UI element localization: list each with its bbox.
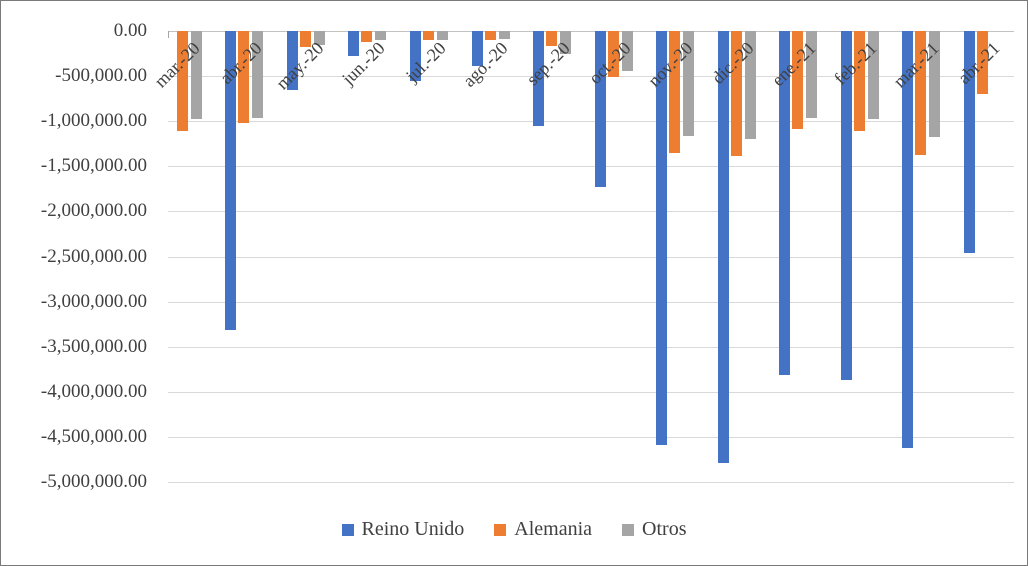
- legend-swatch-icon: [341, 523, 354, 536]
- bar-alemania-jul.-20: [422, 31, 434, 41]
- gridline: [168, 76, 1014, 78]
- gridline: [168, 482, 1014, 483]
- bar-reino-unido-jul.-20: [409, 31, 421, 81]
- bar-reino-unido-nov.-20: [656, 31, 668, 446]
- y-axis-label: -5,000,000.00: [40, 471, 147, 492]
- bar-alemania-oct.-20: [607, 31, 619, 77]
- gridline: [168, 391, 1014, 393]
- gridline: [168, 346, 1014, 348]
- y-axis-label: -3,500,000.00: [40, 335, 147, 357]
- y-axis-label: -2,000,000.00: [40, 200, 147, 222]
- bar-reino-unido-abr.-21: [963, 31, 975, 253]
- gridline: [168, 166, 1014, 168]
- legend-item-reino-unido: Reino Unido: [341, 518, 465, 541]
- bar-alemania-dic.-20: [730, 31, 742, 157]
- bar-otros-ene.-21: [806, 31, 818, 118]
- y-axis-label: -4,500,000.00: [40, 425, 147, 447]
- y-axis-label: -500,000.00: [55, 65, 147, 87]
- y-axis-label: -1,000,000.00: [40, 110, 147, 132]
- bar-alemania-mar.-20: [176, 31, 188, 132]
- bar-otros-sep.-20: [560, 31, 572, 55]
- bar-alemania-nov.-20: [669, 31, 681, 153]
- bar-alemania-abr.-20: [238, 31, 250, 123]
- bar-reino-unido-feb.-21: [840, 31, 852, 381]
- chart-legend: Reino Unido Alemania Otros: [1, 518, 1027, 541]
- category-label-ago.-20: ago.-20: [459, 38, 512, 91]
- y-axis-label: -1,500,000.00: [40, 155, 147, 177]
- gridline: [168, 256, 1014, 258]
- legend-label: Reino Unido: [361, 518, 465, 540]
- bar-otros-jul.-20: [436, 31, 448, 40]
- bar-otros-jun.-20: [375, 31, 387, 41]
- bar-reino-unido-ene.-21: [779, 31, 791, 375]
- legend-item-alemania: Alemania: [494, 518, 592, 541]
- bar-alemania-abr.-21: [976, 31, 988, 95]
- bar-reino-unido-dic.-20: [717, 31, 729, 464]
- y-axis-label: -4,000,000.00: [40, 380, 147, 402]
- bar-reino-unido-mar.-21: [902, 31, 914, 448]
- legend-label: Alemania: [514, 518, 593, 540]
- bar-otros-oct.-20: [621, 31, 633, 71]
- bar-otros-dic.-20: [744, 31, 756, 140]
- gridline: [168, 436, 1014, 438]
- legend-label: Otros: [642, 518, 687, 540]
- x-axis-zero-line: [168, 31, 1014, 32]
- axis-tick: [168, 31, 169, 38]
- gridline: [168, 211, 1014, 213]
- y-axis-label: -3,000,000.00: [40, 290, 147, 312]
- bar-alemania-sep.-20: [546, 31, 558, 47]
- bar-otros-ago.-20: [498, 31, 510, 40]
- bar-otros-mar.-21: [929, 31, 941, 138]
- category-label-jun.-20: jun.-20: [338, 38, 389, 89]
- gridline: [168, 301, 1014, 303]
- bar-reino-unido-jun.-20: [348, 31, 360, 57]
- bar-reino-unido-may.-20: [286, 31, 298, 90]
- legend-swatch-icon: [622, 523, 635, 536]
- bar-otros-feb.-21: [867, 31, 879, 120]
- bar-reino-unido-abr.-20: [225, 31, 237, 331]
- bar-otros-may.-20: [313, 31, 325, 45]
- bar-reino-unido-ago.-20: [471, 31, 483, 67]
- bar-otros-mar.-20: [190, 31, 202, 120]
- bar-alemania-may.-20: [299, 31, 311, 48]
- bar-alemania-jun.-20: [361, 31, 373, 42]
- legend-item-otros: Otros: [622, 518, 686, 541]
- bar-otros-abr.-20: [252, 31, 264, 118]
- legend-swatch-icon: [494, 523, 507, 536]
- bar-reino-unido-oct.-20: [594, 31, 606, 188]
- bar-alemania-mar.-21: [915, 31, 927, 155]
- y-axis-label: -2,500,000.00: [40, 245, 147, 267]
- y-axis-label: 0.00: [113, 20, 147, 41]
- bar-alemania-ago.-20: [484, 31, 496, 41]
- bar-reino-unido-sep.-20: [533, 31, 545, 126]
- bar-otros-nov.-20: [683, 31, 695, 136]
- bar-alemania-ene.-21: [792, 31, 804, 130]
- gridline: [168, 121, 1014, 123]
- bar-alemania-feb.-21: [853, 31, 865, 132]
